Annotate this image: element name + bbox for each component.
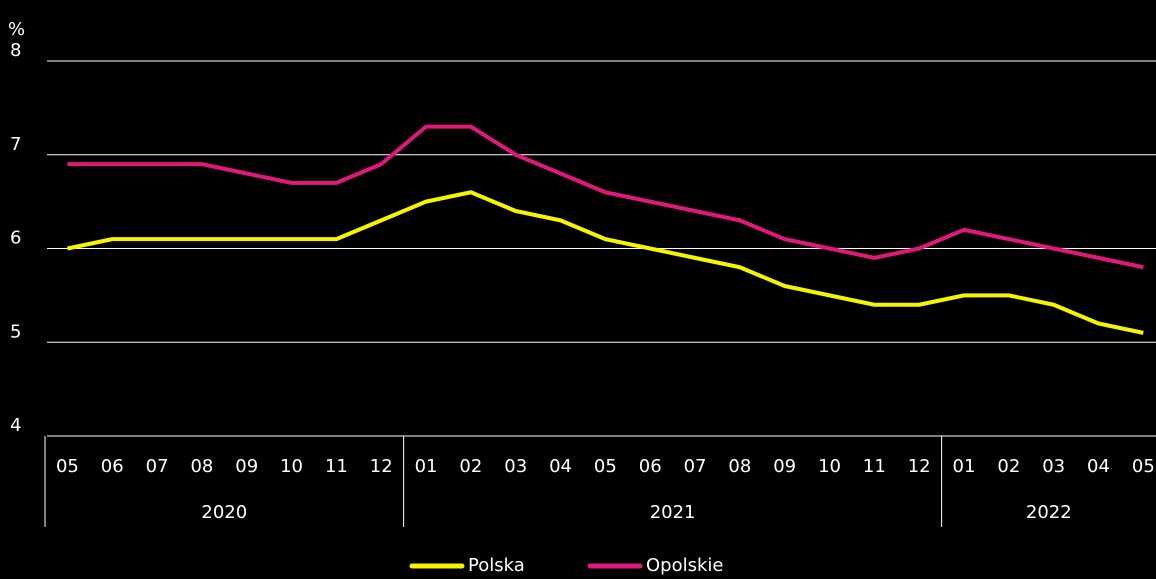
x-tick-label: 09 xyxy=(773,456,796,477)
x-tick-label: 01 xyxy=(415,456,438,477)
legend-label: Polska xyxy=(468,555,525,576)
x-tick-label: 05 xyxy=(1132,456,1155,477)
x-tick-label: 10 xyxy=(818,456,841,477)
y-tick-label: 4 xyxy=(10,415,21,436)
x-tick-label: 12 xyxy=(370,456,393,477)
x-tick-label: 06 xyxy=(639,456,662,477)
y-tick-label: 5 xyxy=(10,321,21,342)
x-tick-label: 06 xyxy=(101,456,124,477)
x-tick-label: 07 xyxy=(684,456,707,477)
x-tick-label: 05 xyxy=(56,456,79,477)
legend-label: Opolskie xyxy=(646,555,723,576)
group-label: 2020 xyxy=(201,502,247,523)
series-line xyxy=(67,190,1144,335)
x-tick-label: 01 xyxy=(953,456,976,477)
group-label: 2022 xyxy=(1026,502,1072,523)
x-tick-label: 11 xyxy=(863,456,886,477)
x-tick-label: 10 xyxy=(280,456,303,477)
group-label: 2021 xyxy=(650,502,696,523)
y-tick-label: 7 xyxy=(10,134,21,155)
x-tick-label: 08 xyxy=(190,456,213,477)
series-line xyxy=(67,124,1144,270)
x-tick-label: 03 xyxy=(504,456,527,477)
x-tick-label: 04 xyxy=(549,456,572,477)
x-tick-label: 04 xyxy=(1087,456,1110,477)
x-tick-label: 09 xyxy=(235,456,258,477)
x-tick-label: 05 xyxy=(594,456,617,477)
x-tick-label: 11 xyxy=(325,456,348,477)
x-tick-label: 12 xyxy=(908,456,931,477)
x-tick-label: 02 xyxy=(459,456,482,477)
x-tick-label: 02 xyxy=(997,456,1020,477)
x-tick-label: 03 xyxy=(1042,456,1065,477)
x-tick-label: 07 xyxy=(146,456,169,477)
x-tick-label: 08 xyxy=(728,456,751,477)
y-tick-label: 8 xyxy=(10,40,21,61)
y-axis-label: % xyxy=(8,19,25,40)
y-tick-label: 6 xyxy=(10,228,21,249)
